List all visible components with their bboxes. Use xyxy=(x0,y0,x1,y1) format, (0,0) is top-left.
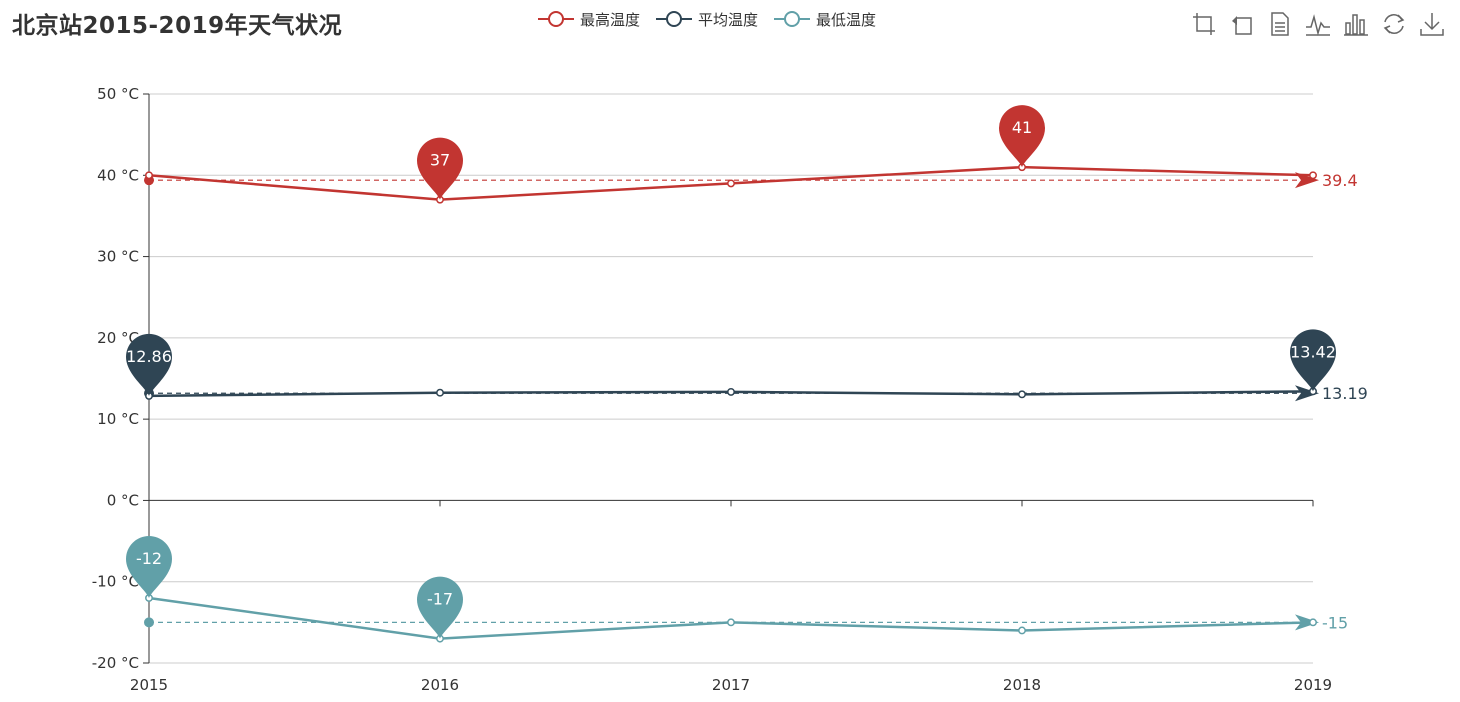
data-view-icon xyxy=(1271,12,1289,36)
data-point xyxy=(727,179,735,188)
legend-max-swatch xyxy=(538,11,574,27)
axes: 50 °C 40 °C 30 °C 20 °C 10 °C 0 °C -10 °C -20 °… xyxy=(92,85,1332,694)
legend-item-min[interactable]: 最低温度 xyxy=(774,9,876,30)
restore-icon xyxy=(1383,14,1405,34)
mark-point-label: 41 xyxy=(1012,118,1032,137)
data-point xyxy=(1309,171,1317,180)
mark-point-pin xyxy=(999,105,1045,168)
zoom-icon xyxy=(1193,13,1215,35)
x-tick-label: 2016 xyxy=(421,676,459,694)
series-line xyxy=(148,596,1314,640)
zoom-reset-icon xyxy=(1232,16,1252,35)
y-tick-label: -20 °C xyxy=(92,654,139,672)
legend-label-min: 最低温度 xyxy=(816,10,877,29)
data-point xyxy=(1018,626,1026,635)
x-tick-label: 2015 xyxy=(130,676,168,694)
data-point xyxy=(1309,618,1317,627)
zoom-button[interactable] xyxy=(1190,10,1218,38)
mark-point: 37 xyxy=(417,137,463,200)
legend-avg-swatch xyxy=(656,11,693,27)
mark-point-label: 12.86 xyxy=(126,347,172,366)
line-chart-button[interactable] xyxy=(1304,10,1332,38)
line-chart-icon xyxy=(1306,14,1330,36)
y-tick-label: 30 °C xyxy=(97,248,139,266)
chart-title: 北京站2015-2019年天气状况 xyxy=(12,13,343,39)
data-point xyxy=(436,388,444,397)
mark-point-label: -17 xyxy=(427,590,453,609)
x-tick-label: 2018 xyxy=(1003,676,1041,694)
mark-point: 13.42 xyxy=(1290,329,1336,392)
legend-item-max[interactable]: 最高温度 xyxy=(538,9,640,30)
data-point xyxy=(1018,390,1026,399)
average-line-arrow xyxy=(1295,385,1319,402)
download-button[interactable] xyxy=(1418,10,1446,38)
series-lines xyxy=(145,163,1317,643)
mark-point-label: 13.42 xyxy=(1290,342,1336,361)
mark-point-pin xyxy=(126,535,172,598)
zoom-reset-button[interactable] xyxy=(1228,10,1256,38)
y-tick-label: 40 °C xyxy=(97,166,139,184)
mark-point-pin xyxy=(1290,329,1336,392)
data-point xyxy=(727,387,735,396)
mark-point-label: 37 xyxy=(430,151,450,170)
mark-point: -17 xyxy=(417,576,463,639)
legend-min-swatch xyxy=(774,11,811,27)
mark-point-pin xyxy=(417,137,463,200)
mark-points: 37 41 12.86 13.42 -12 -17 xyxy=(126,105,1336,639)
legend-item-avg[interactable]: 平均温度 xyxy=(656,9,758,30)
average-line-start xyxy=(144,617,154,628)
mark-point: -12 xyxy=(126,535,172,598)
download-icon xyxy=(1420,13,1444,36)
y-tick-label: 10 °C xyxy=(97,410,139,428)
average-line-label: 39.4 xyxy=(1322,171,1358,190)
legend-label-max: 最高温度 xyxy=(580,10,641,29)
mark-point: 41 xyxy=(999,105,1045,168)
bar-chart-button[interactable] xyxy=(1342,10,1370,38)
data-point xyxy=(727,618,735,627)
y-tick-label: 50 °C xyxy=(97,85,139,103)
x-tick-label: 2019 xyxy=(1294,676,1332,694)
toolbox xyxy=(1190,10,1446,38)
legend-label-avg: 平均温度 xyxy=(698,10,759,29)
legend: 最高温度 平均温度 最低温度 xyxy=(538,6,876,32)
average-line-label: 13.19 xyxy=(1322,384,1368,403)
x-tick-label: 2017 xyxy=(712,676,750,694)
mark-point-pin xyxy=(126,333,172,396)
restore-button[interactable] xyxy=(1380,10,1408,38)
y-tick-label: 0 °C xyxy=(107,491,139,509)
grid-lines xyxy=(149,93,1313,664)
y-tick-label: -10 °C xyxy=(92,573,139,591)
mark-point-label: -12 xyxy=(136,549,162,568)
bar-chart-icon xyxy=(1344,14,1368,36)
average-line-label: -15 xyxy=(1322,613,1348,632)
average-lines: 39.4 13.19 -15 xyxy=(144,171,1368,632)
y-tick-label: 20 °C xyxy=(97,329,139,347)
mark-point: 12.86 xyxy=(126,333,172,396)
data-view-button[interactable] xyxy=(1266,10,1294,38)
data-point xyxy=(145,171,153,180)
mark-point-pin xyxy=(417,576,463,639)
